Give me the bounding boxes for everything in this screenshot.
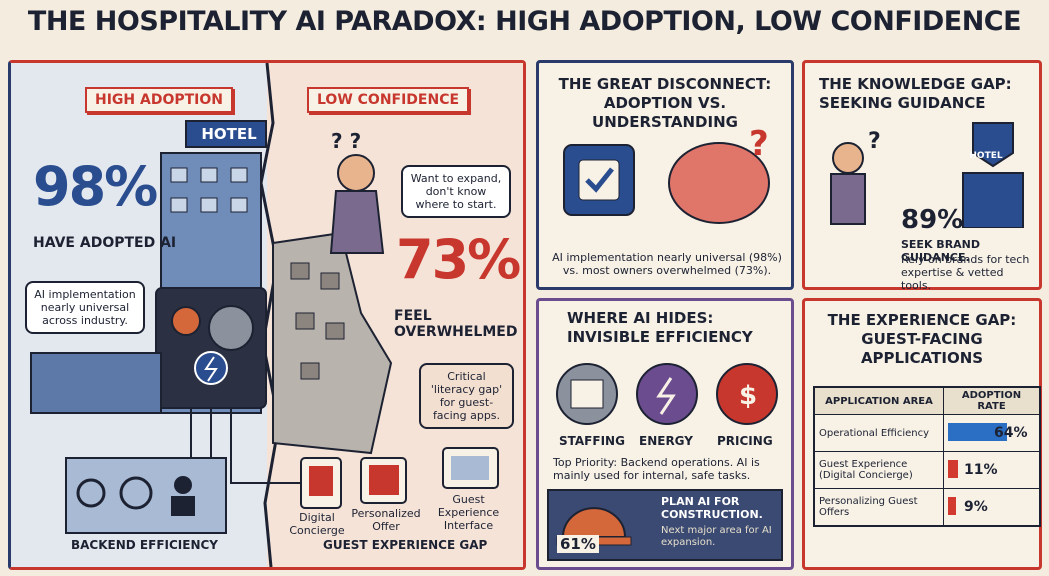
illustration: ? bbox=[830, 122, 1024, 228]
application-area: Operational Efficiency bbox=[813, 414, 944, 452]
disconnect-panel: THE GREAT DISCONNECT: ADOPTION VS. UNDERS… bbox=[536, 60, 794, 290]
stat: 98% bbox=[33, 155, 158, 218]
svg-text:?: ? bbox=[749, 125, 769, 164]
icon-label: ENERGY bbox=[639, 434, 693, 448]
table-row: Operational Efficiency 64% bbox=[813, 414, 1041, 452]
item: Personalized Offer bbox=[351, 507, 421, 533]
svg-text:$: $ bbox=[739, 381, 757, 411]
adoption-rate: 9% bbox=[943, 488, 1041, 527]
adoption-rate: 64% bbox=[943, 414, 1041, 452]
title-line: ADOPTION VS. UNDERSTANDING bbox=[592, 94, 738, 131]
adoption-rate: 11% bbox=[943, 451, 1041, 489]
badge: LOW CONFIDENCE bbox=[307, 87, 470, 113]
icon-label: STAFFING bbox=[559, 434, 625, 448]
icons: ? bbox=[563, 125, 770, 224]
body-text: Rely on brands for tech expertise & vett… bbox=[901, 253, 1030, 292]
rate-label: 11% bbox=[964, 462, 998, 478]
stat: 89% bbox=[901, 205, 964, 235]
table-row: Personalizing Guest Offers 9% bbox=[813, 488, 1041, 527]
callout: AI implementation nearly universal acros… bbox=[25, 281, 145, 334]
rate-label: 64% bbox=[994, 425, 1028, 441]
stat-label: SEEK BRAND GUIDANCE. bbox=[901, 238, 981, 264]
panel-title: WHERE AI HIDES: INVISIBLE EFFICIENCY bbox=[567, 309, 753, 347]
badge: HIGH ADOPTION bbox=[85, 87, 234, 113]
column-header: APPLICATION AREA bbox=[813, 386, 944, 415]
footer: BACKEND EFFICIENCY bbox=[71, 538, 218, 552]
icons: $ bbox=[556, 363, 778, 425]
rate-bar bbox=[948, 423, 1007, 441]
stat-label: FEEL OVERWHELMED bbox=[394, 308, 518, 340]
item: Digital Concierge bbox=[289, 511, 345, 537]
application-area: Personalizing Guest Offers bbox=[813, 488, 944, 527]
hotel-sign: HOTEL bbox=[201, 125, 257, 143]
panel-title: THE GREAT DISCONNECT: ADOPTION VS. UNDERS… bbox=[539, 75, 791, 132]
experience-panel: THE EXPERIENCE GAP: GUEST-FACING APPLICAT… bbox=[802, 298, 1042, 570]
title-line: SEEKING GUIDANCE bbox=[819, 94, 986, 112]
rate-label: 9% bbox=[964, 499, 988, 515]
footer: GUEST EXPERIENCE GAP bbox=[323, 538, 488, 552]
stat: 73% bbox=[396, 228, 521, 291]
title-line: THE GREAT DISCONNECT: bbox=[558, 75, 772, 93]
callout: Critical 'literacy gap' for guest-facing… bbox=[419, 363, 514, 429]
stat-label: HAVE ADOPTED AI bbox=[33, 235, 177, 251]
body-text: AI implementation nearly universal (98%)… bbox=[552, 251, 782, 277]
panel-title: THE EXPERIENCE GAP: GUEST-FACING APPLICAT… bbox=[805, 311, 1039, 368]
rate-bar bbox=[948, 497, 957, 515]
paradox-panel: ? ? HIGH ADOPTION LOW CONFIDENCE HOTEL 9… bbox=[8, 60, 526, 570]
illustration: ? ? bbox=[11, 63, 523, 567]
column-header: ADOPTION RATE bbox=[943, 386, 1041, 415]
title-line: INVISIBLE EFFICIENCY bbox=[567, 328, 753, 346]
rate-bar bbox=[948, 460, 959, 478]
page-title: THE HOSPITALITY AI PARADOX: HIGH ADOPTIO… bbox=[27, 6, 1022, 37]
construction-box: 61% PLAN AI FOR CONSTRUCTION. Next major… bbox=[547, 489, 783, 561]
title-line: THE KNOWLEDGE GAP: bbox=[819, 75, 1012, 93]
title-line: WHERE AI HIDES: bbox=[567, 309, 714, 327]
hotel-shield: HOTEL bbox=[969, 151, 1003, 161]
icon-label: PRICING bbox=[717, 434, 773, 448]
knowledge-panel: THE KNOWLEDGE GAP: SEEKING GUIDANCE ? HOT… bbox=[802, 60, 1042, 292]
headline: PLAN AI FOR CONSTRUCTION. bbox=[661, 495, 763, 521]
thought-bubble: Want to expand, don't know where to star… bbox=[401, 165, 511, 218]
item: Guest Experience Interface bbox=[437, 493, 500, 532]
application-area: Guest Experience (Digital Concierge) bbox=[813, 451, 944, 489]
title-line: THE EXPERIENCE GAP: bbox=[827, 311, 1017, 329]
svg-text:? ?: ? ? bbox=[331, 129, 361, 153]
hides-panel: WHERE AI HIDES: INVISIBLE EFFICIENCY $ ST… bbox=[536, 298, 794, 570]
title-line: GUEST-FACING APPLICATIONS bbox=[860, 330, 984, 367]
panel-title: THE KNOWLEDGE GAP: SEEKING GUIDANCE bbox=[819, 75, 1012, 113]
svg-text:?: ? bbox=[868, 129, 881, 154]
table-row: Guest Experience (Digital Concierge) 11% bbox=[813, 451, 1041, 489]
table-body: Operational Efficiency 64% Guest Experienc… bbox=[813, 414, 1041, 527]
stat: 61% bbox=[557, 535, 599, 553]
adoption-table: APPLICATION AREA ADOPTION RATE Operationa… bbox=[813, 386, 1041, 527]
body-text: Next major area for AI expansion. bbox=[661, 525, 772, 548]
body-text: Top Priority: Backend operations. AI is … bbox=[553, 456, 760, 482]
